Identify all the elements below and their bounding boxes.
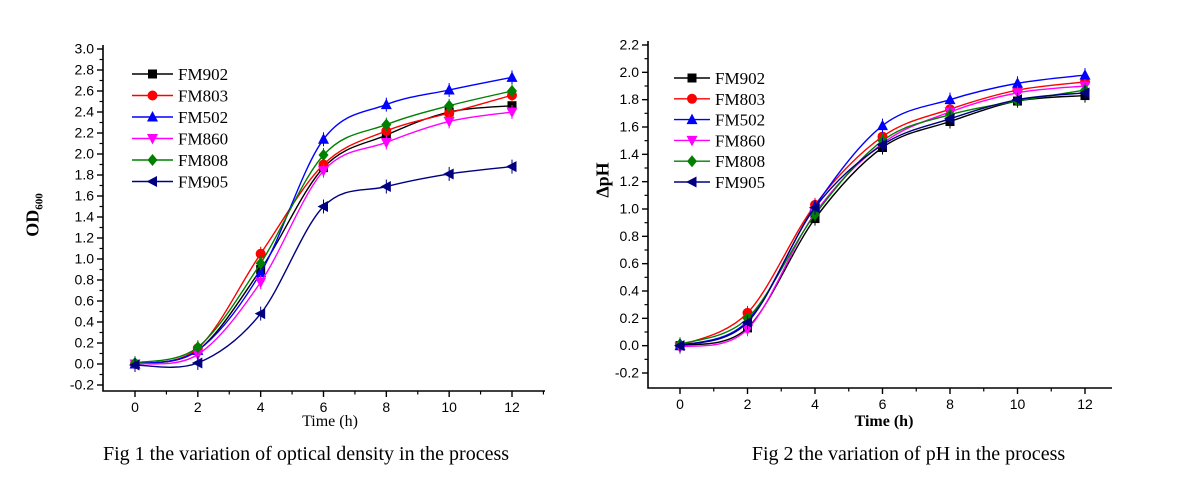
- x-tick-label: 8: [382, 399, 390, 415]
- y-tick-label: -0.2: [70, 377, 94, 393]
- x-tick-label: 4: [811, 396, 819, 412]
- y-tick-label: 1.6: [620, 119, 640, 135]
- y-tick-label: 0.2: [620, 310, 640, 326]
- legend-label: FM860: [178, 130, 228, 149]
- y-tick-label: 2.0: [75, 146, 95, 162]
- x-tick-label: 0: [131, 399, 139, 415]
- y-tick-label: 0.4: [75, 314, 95, 330]
- fig2-y-axis-label: ΔpH: [593, 162, 616, 197]
- y-tick-label: 2.2: [620, 37, 640, 53]
- fig2-plot: 0 2 4 6 8 10 12 2.2 2.0 1.8 1.6 1.4 1.2 1.0 0.8 0.6 0.4 0…: [615, 37, 1112, 412]
- axes: [647, 41, 1112, 389]
- y-tick-label: 0.2: [75, 335, 95, 351]
- y-tick-label: 0.8: [620, 228, 640, 244]
- fig1-caption: Fig 1 the variation of optical density i…: [102, 443, 510, 465]
- x-tick-label: 4: [257, 399, 265, 415]
- legend-label: FM502: [715, 111, 765, 130]
- x-axis-ticks: 0 2 4 6 8 10 12: [676, 388, 1093, 412]
- series-FM808: [130, 84, 517, 370]
- legend-label: FM808: [715, 152, 765, 171]
- y-tick-label: 2.2: [75, 125, 95, 141]
- y-tick-label: 2.4: [75, 104, 95, 120]
- legend: FM902 FM803 FM502 FM860 FM808 FM905: [132, 65, 228, 192]
- legend-item-FM905: FM905: [674, 173, 765, 192]
- y-tick-label: 1.2: [620, 173, 640, 189]
- legend-label: FM803: [178, 87, 228, 106]
- x-tick-label: 2: [744, 396, 752, 412]
- legend-item-FM902: FM902: [674, 69, 765, 88]
- legend-label: FM808: [178, 151, 228, 170]
- legend-label: FM803: [715, 90, 765, 109]
- y-axis-ticks: 3.0 2.8 2.6 2.4 2.2 2.0 1.8 1.6 1.4 1.2 1.0 0.8 0.6 0…: [70, 41, 103, 393]
- x-tick-label: 10: [441, 399, 457, 415]
- fig1-y-axis-label-subscript: 600: [33, 193, 46, 210]
- fig1-figure: 0 2 4 6 8 10 12 3.0 2.8 2.6 2.4 2.2 2.0 1.8 1.6 1.4 1.2 1…: [0, 0, 592, 496]
- x-tick-label: 12: [1077, 396, 1093, 412]
- legend-label: FM905: [178, 173, 228, 192]
- y-tick-label: 1.0: [620, 201, 640, 217]
- y-tick-label: 3.0: [75, 41, 95, 57]
- legend-item-FM808: FM808: [132, 151, 228, 170]
- y-tick-label: 0.6: [620, 255, 640, 271]
- legend-item-FM803: FM803: [132, 87, 228, 106]
- y-tick-label: 0.0: [620, 337, 640, 353]
- legend-label: FM902: [178, 65, 228, 84]
- x-tick-label: 6: [320, 399, 328, 415]
- axes: [102, 45, 545, 392]
- y-tick-label: 0.4: [620, 283, 640, 299]
- fig1-y-axis-label: OD600: [23, 193, 46, 237]
- legend-item-FM905: FM905: [132, 173, 228, 192]
- y-tick-label: 0.6: [75, 293, 95, 309]
- y-tick-label: 1.8: [75, 167, 95, 183]
- legend-item-FM808: FM808: [674, 152, 765, 171]
- x-tick-label: 10: [1010, 396, 1026, 412]
- x-tick-label: 0: [676, 396, 684, 412]
- legend-label: FM502: [178, 108, 228, 127]
- y-tick-label: 1.4: [620, 146, 640, 162]
- legend-item-FM902: FM902: [132, 65, 228, 84]
- y-tick-label: 1.8: [620, 91, 640, 107]
- fig2-figure: 0 2 4 6 8 10 12 2.2 2.0 1.8 1.6 1.4 1.2 1.0 0.8 0.6 0.4 0…: [592, 0, 1185, 496]
- legend-item-FM860: FM860: [674, 131, 765, 150]
- legend-label: FM902: [715, 69, 765, 88]
- y-tick-label: 2.6: [75, 83, 95, 99]
- y-tick-label: 2.0: [620, 64, 640, 80]
- series-FM905: [674, 85, 1090, 353]
- series-FM905: [129, 159, 517, 373]
- fig1-x-axis-label: Time (h): [302, 413, 358, 430]
- y-axis-ticks: 2.2 2.0 1.8 1.6 1.4 1.2 1.0 0.8 0.6 0.4 0.2 0.0 -0.2: [615, 37, 648, 381]
- x-axis-ticks: 0 2 4 6 8 10 12: [131, 391, 545, 415]
- x-tick-label: 12: [504, 399, 520, 415]
- fig2-x-axis-label: Time (h): [854, 413, 914, 430]
- legend-item-FM803: FM803: [674, 90, 765, 109]
- x-tick-label: 8: [946, 396, 954, 412]
- y-tick-label: 1.2: [75, 230, 95, 246]
- x-tick-label: 6: [879, 396, 887, 412]
- legend-item-FM502: FM502: [674, 111, 765, 130]
- legend-item-FM502: FM502: [132, 108, 228, 127]
- y-tick-label: 0.0: [75, 356, 95, 372]
- y-tick-label: 1.6: [75, 188, 95, 204]
- y-tick-label: 1.4: [75, 209, 95, 225]
- x-tick-label: 2: [194, 399, 202, 415]
- fig1-y-axis-label-main: OD: [22, 209, 43, 237]
- y-tick-label: -0.2: [615, 365, 639, 381]
- y-tick-label: 1.0: [75, 251, 95, 267]
- fig2-y-axis-label-main: ΔpH: [592, 162, 613, 198]
- fig2-caption: Fig 2 the variation of pH in the process: [751, 443, 1066, 465]
- legend-label: FM905: [715, 173, 765, 192]
- legend-item-FM860: FM860: [132, 130, 228, 149]
- fig1-plot: 0 2 4 6 8 10 12 3.0 2.8 2.6 2.4 2.2 2.0 1.8 1.6 1.4 1.2 1…: [70, 41, 545, 415]
- y-tick-label: 2.8: [75, 62, 95, 78]
- y-tick-label: 0.8: [75, 272, 95, 288]
- legend-label: FM860: [715, 131, 765, 150]
